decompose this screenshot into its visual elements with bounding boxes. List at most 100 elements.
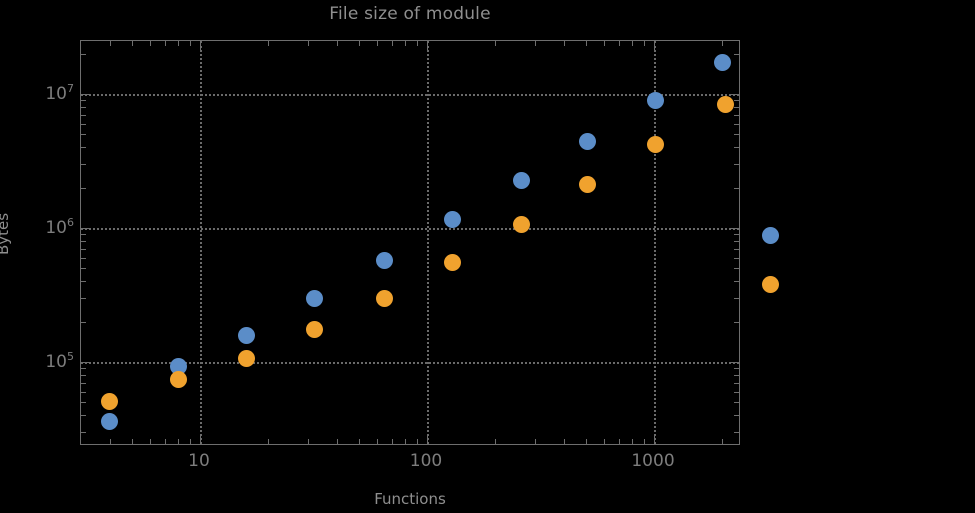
- x-major-tick: [427, 435, 428, 444]
- y-minor-tick: [81, 123, 86, 125]
- y-minor-tick: [734, 368, 739, 370]
- data-point-blue: [512, 172, 530, 190]
- x-minor-tick: [268, 439, 270, 444]
- y-minor-tick: [81, 257, 86, 259]
- x-minor-tick: [308, 439, 310, 444]
- x-major-tick: [200, 41, 201, 50]
- x-minor-tick: [603, 41, 605, 46]
- x-minor-tick: [416, 41, 418, 46]
- data-point-orange: [579, 176, 597, 194]
- y-gridline: [81, 228, 739, 230]
- data-point-blue: [237, 327, 255, 345]
- x-minor-tick: [131, 439, 133, 444]
- x-minor-tick: [189, 439, 191, 444]
- y-minor-tick: [734, 248, 739, 250]
- y-gridline: [81, 94, 739, 96]
- x-minor-tick: [131, 41, 133, 46]
- y-minor-tick: [81, 114, 86, 116]
- x-gridline: [654, 41, 656, 444]
- x-minor-tick: [632, 41, 633, 46]
- data-point-orange: [101, 392, 119, 410]
- y-minor-tick: [734, 106, 739, 108]
- y-axis-tick-labels: 105 106 107: [0, 0, 74, 513]
- x-minor-tick: [643, 41, 645, 46]
- y-major-tick: [81, 362, 90, 363]
- y-minor-tick: [81, 53, 86, 55]
- y-minor-tick: [734, 123, 739, 125]
- y-minor-tick: [81, 248, 86, 250]
- x-minor-tick: [178, 439, 179, 444]
- data-point-orange: [444, 253, 462, 271]
- x-minor-tick: [618, 41, 620, 46]
- x-minor-tick: [563, 439, 565, 444]
- y-minor-tick: [81, 164, 86, 166]
- y-minor-tick: [734, 432, 739, 434]
- x-minor-tick: [535, 439, 537, 444]
- y-minor-tick: [81, 240, 86, 242]
- x-axis-tick-label: 1000: [631, 451, 675, 471]
- x-minor-tick: [618, 439, 620, 444]
- x-minor-tick: [416, 439, 418, 444]
- x-minor-tick: [164, 41, 166, 46]
- y-minor-tick: [81, 374, 86, 376]
- y-minor-tick: [734, 257, 739, 259]
- x-minor-tick: [109, 41, 111, 46]
- x-minor-tick: [336, 41, 338, 46]
- data-point-orange: [306, 320, 324, 338]
- y-major-tick: [730, 228, 739, 229]
- y-minor-tick: [734, 134, 739, 136]
- y-minor-tick: [734, 240, 739, 242]
- y-axis-title: Bytes: [0, 212, 12, 255]
- y-minor-tick: [734, 402, 739, 404]
- x-minor-tick: [358, 439, 360, 444]
- x-minor-tick: [336, 439, 338, 444]
- y-minor-tick: [81, 321, 86, 323]
- data-point-blue: [444, 211, 462, 229]
- y-minor-tick: [81, 134, 86, 136]
- x-major-tick: [200, 435, 201, 444]
- y-minor-tick: [734, 268, 739, 270]
- x-major-tick: [654, 435, 655, 444]
- y-major-tick: [81, 94, 90, 95]
- y-minor-tick: [81, 368, 86, 370]
- y-minor-tick: [81, 382, 86, 384]
- data-point-blue: [306, 289, 324, 307]
- y-minor-tick: [81, 187, 86, 189]
- y-major-tick: [730, 362, 739, 363]
- y-minor-tick: [81, 100, 86, 102]
- data-point-blue: [579, 132, 597, 150]
- y-minor-tick: [81, 402, 86, 404]
- data-point-blue: [376, 252, 394, 270]
- x-gridline: [200, 41, 202, 444]
- x-minor-tick: [603, 439, 605, 444]
- x-minor-tick: [643, 439, 645, 444]
- x-minor-tick: [178, 41, 179, 46]
- y-minor-tick: [81, 391, 86, 393]
- data-point-orange: [647, 135, 665, 153]
- y-minor-tick: [81, 298, 86, 300]
- x-minor-tick: [632, 439, 633, 444]
- y-minor-tick: [734, 321, 739, 323]
- data-point-orange: [376, 289, 394, 307]
- plot-area: [80, 40, 740, 445]
- x-minor-tick: [376, 439, 378, 444]
- y-major-tick: [730, 94, 739, 95]
- x-minor-tick: [149, 439, 151, 444]
- x-minor-tick: [722, 41, 724, 46]
- data-point-orange: [512, 216, 530, 234]
- y-major-tick: [81, 228, 90, 229]
- y-minor-tick: [734, 374, 739, 376]
- x-minor-tick: [722, 439, 724, 444]
- data-point-blue: [101, 412, 119, 430]
- y-minor-tick: [81, 234, 86, 236]
- y-minor-tick: [81, 268, 86, 270]
- x-major-tick: [654, 41, 655, 50]
- x-minor-tick: [164, 439, 166, 444]
- x-axis-title: Functions: [374, 490, 446, 508]
- y-minor-tick: [734, 382, 739, 384]
- data-point-orange: [169, 371, 187, 389]
- x-minor-tick: [358, 41, 360, 46]
- y-minor-tick: [81, 106, 86, 108]
- y-minor-tick: [81, 432, 86, 434]
